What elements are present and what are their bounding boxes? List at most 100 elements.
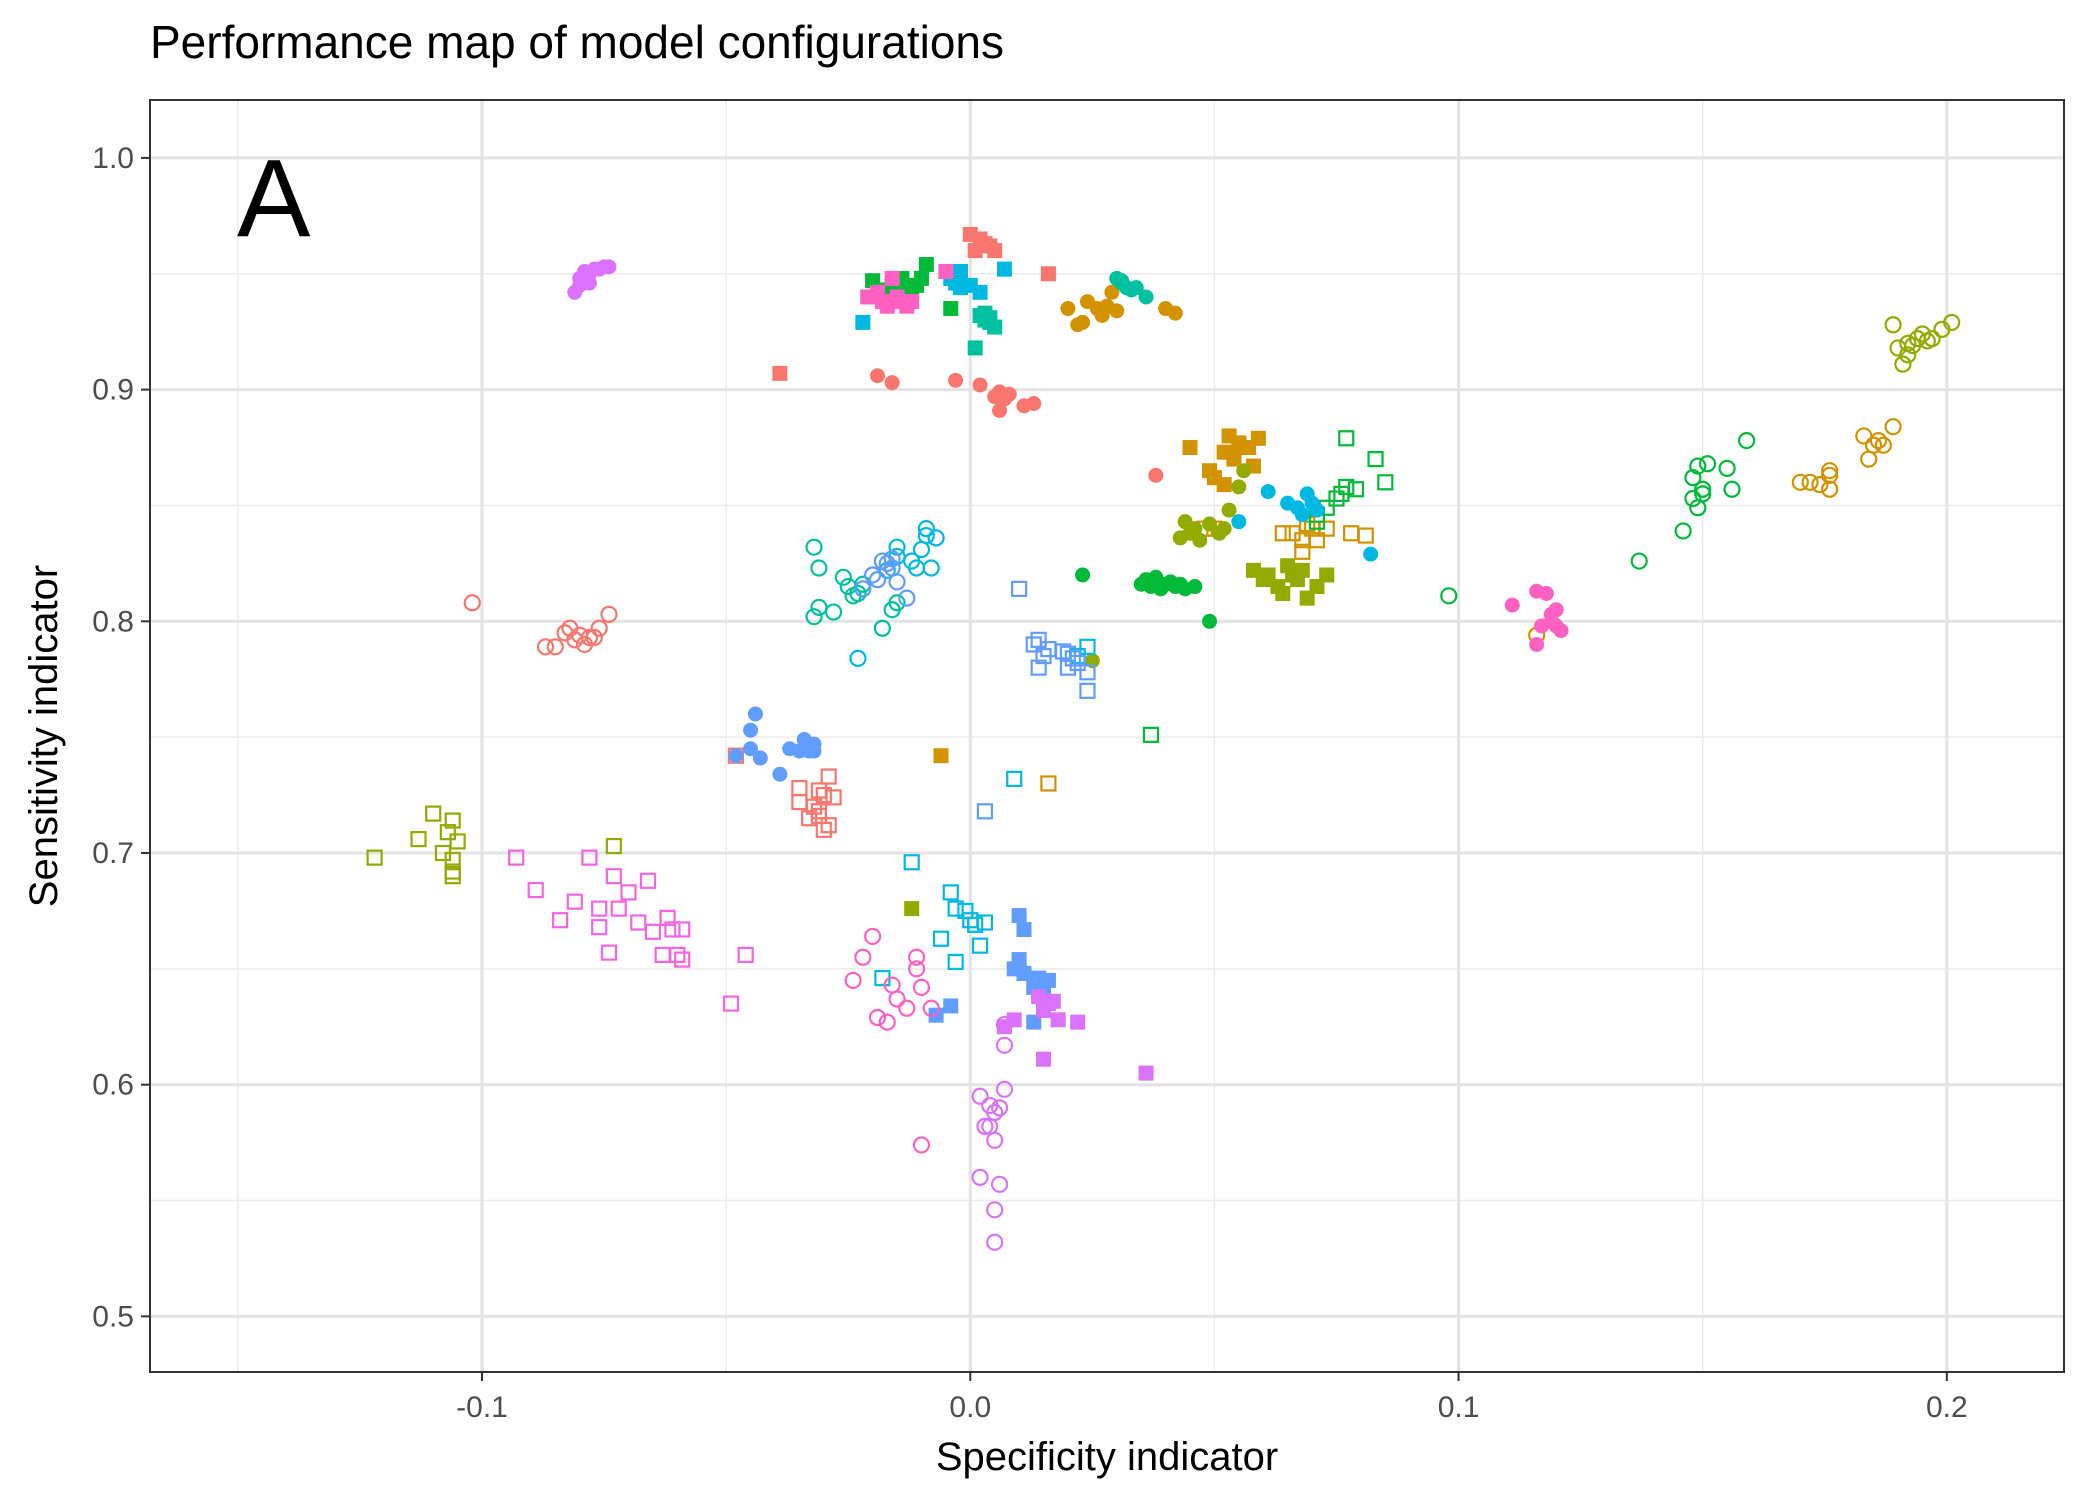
- data-point: [976, 803, 994, 820]
- data-point: [1260, 484, 1276, 500]
- data-point: [1274, 525, 1291, 542]
- data-point: [1791, 473, 1809, 491]
- data-point: [1064, 650, 1081, 667]
- data-point: [439, 824, 456, 841]
- series-21: [1231, 484, 1379, 562]
- data-point: [913, 270, 929, 286]
- data-point: [728, 748, 744, 764]
- data-point: [904, 294, 920, 310]
- data-point: [1674, 522, 1692, 540]
- data-point: [620, 884, 637, 901]
- data-point: [572, 277, 588, 293]
- series-32: [1504, 583, 1569, 652]
- data-point: [1109, 303, 1125, 319]
- series-14: [1075, 567, 1218, 629]
- data-point: [1148, 467, 1164, 483]
- data-point: [947, 900, 964, 917]
- data-point: [590, 619, 608, 637]
- data-point: [444, 868, 461, 885]
- data-point: [912, 978, 931, 996]
- data-point: [971, 1087, 989, 1105]
- data-point: [1011, 580, 1028, 597]
- series-1: [772, 226, 1056, 381]
- data-point: [1723, 480, 1741, 498]
- data-point: [810, 807, 828, 825]
- data-point: [864, 927, 882, 946]
- data-point: [967, 916, 984, 933]
- data-point: [834, 568, 852, 586]
- data-point: [1689, 457, 1707, 475]
- data-point: [1221, 502, 1237, 518]
- data-point: [1294, 507, 1310, 523]
- data-point: [1231, 514, 1247, 530]
- data-point: [1216, 477, 1232, 493]
- series-30: [567, 259, 617, 300]
- y-tick-label: 0.5: [92, 1300, 134, 1333]
- data-point: [639, 872, 657, 889]
- data-point: [932, 930, 950, 947]
- data-point: [1684, 489, 1702, 508]
- data-point: [883, 550, 901, 568]
- data-point: [1801, 473, 1819, 491]
- data-point: [674, 951, 691, 968]
- data-point: [868, 571, 887, 589]
- data-point: [722, 995, 740, 1012]
- series-18: [967, 305, 1003, 356]
- data-point: [1250, 430, 1266, 446]
- data-point: [1884, 316, 1902, 334]
- data-point: [1142, 726, 1160, 743]
- data-point: [1045, 993, 1061, 1009]
- data-point: [605, 837, 622, 855]
- data-point: [1338, 478, 1355, 496]
- series-31: [860, 263, 954, 314]
- x-tick-label: 0.0: [949, 1391, 991, 1424]
- data-point: [536, 638, 555, 656]
- data-point: [927, 529, 945, 547]
- series-5: [1060, 284, 1183, 333]
- data-point: [1182, 440, 1198, 456]
- data-point: [1894, 355, 1912, 373]
- data-point: [849, 649, 867, 667]
- plot-border: [149, 99, 2065, 1373]
- data-point: [868, 1008, 887, 1027]
- x-axis: -0.1 0.0 0.1 0.2: [456, 1372, 1968, 1424]
- data-point: [849, 584, 867, 603]
- data-point: [1899, 346, 1917, 364]
- data-point: [864, 566, 882, 584]
- data-point: [1026, 396, 1042, 412]
- data-point: [855, 314, 871, 330]
- data-point: [1738, 431, 1756, 450]
- y-tick-label: 0.7: [92, 837, 134, 870]
- data-point: [1869, 431, 1888, 450]
- data-point: [996, 261, 1012, 277]
- data-point: [917, 526, 935, 545]
- data-point: [805, 798, 823, 815]
- data-point: [903, 854, 920, 871]
- data-point: [752, 750, 768, 766]
- data-point: [912, 1136, 931, 1154]
- data-point: [922, 559, 940, 577]
- data-point: [1811, 476, 1829, 494]
- series-2: [870, 368, 1164, 483]
- data-point: [1202, 516, 1218, 532]
- data-point: [986, 1103, 1004, 1122]
- series-17: [1109, 270, 1154, 305]
- data-point: [674, 921, 691, 938]
- data-point: [884, 375, 900, 391]
- data-point: [1030, 659, 1047, 676]
- data-point: [918, 257, 934, 273]
- data-point: [1309, 502, 1325, 518]
- data-point: [1040, 266, 1056, 282]
- data-point: [1187, 579, 1203, 595]
- y-axis: 0.5 0.6 0.7 0.8 0.9 1.0: [92, 142, 150, 1333]
- data-point: [1923, 330, 1941, 348]
- data-point: [743, 741, 759, 757]
- y-axis-title: Sensitivity indicator: [22, 565, 66, 907]
- y-tick-label: 0.8: [92, 605, 134, 638]
- data-point: [1036, 1051, 1052, 1067]
- x-tick-label: -0.1: [456, 1391, 508, 1424]
- data-point: [659, 909, 676, 926]
- data-point: [1294, 543, 1311, 560]
- data-point: [943, 301, 959, 317]
- data-point: [508, 849, 525, 866]
